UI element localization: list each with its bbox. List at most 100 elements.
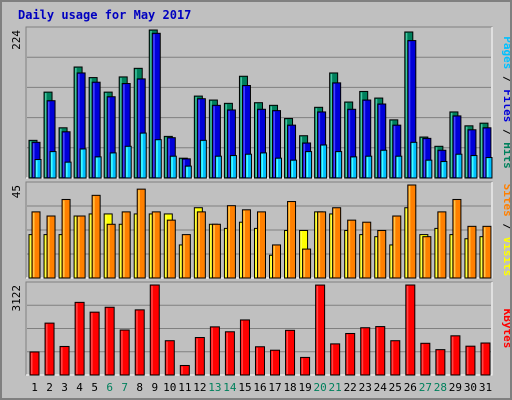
bar-kbytes-day-8 (134, 309, 145, 376)
bar-sites-day-10 (166, 219, 176, 279)
bar-pages-day-21 (335, 151, 343, 179)
bar-pages-day-16 (259, 152, 267, 179)
x-tick-label-day-9: 9 (151, 381, 158, 394)
y-max-label-bottom: 3122 (10, 285, 23, 312)
legend-entry: Hits (501, 142, 510, 169)
bar-pages-day-9-highlight (156, 140, 158, 177)
bar-files-day-26-highlight (408, 41, 411, 178)
bar-visits-day-26-highlight (405, 208, 408, 277)
x-tick-label-day-19: 19 (298, 381, 311, 394)
bar-hits-day-18-highlight (285, 119, 288, 177)
bar-sites-day-28 (437, 211, 447, 279)
bar-files-day-19-highlight (303, 143, 306, 177)
bar-files-day-21-highlight (333, 83, 336, 177)
bar-pages-day-22-highlight (351, 157, 354, 177)
bar-kbytes-day-4-highlight (76, 303, 78, 374)
bar-visits-day-14-highlight (225, 229, 227, 277)
bar-files-day-25-highlight (393, 126, 396, 177)
bar-visits-day-6-highlight (105, 214, 107, 277)
bar-sites-day-26 (407, 184, 417, 279)
bar-files-day-2-highlight (48, 101, 50, 177)
bar-visits-day-10-highlight (165, 214, 167, 277)
bar-kbytes-day-5 (89, 311, 100, 376)
bar-visits-day-18-highlight (285, 231, 288, 277)
bar-sites-day-11-highlight (183, 235, 185, 277)
bar-visits-day-9-highlight (150, 214, 152, 277)
x-tick-label-day-12: 12 (193, 381, 206, 394)
legend-entry: Files (501, 89, 510, 122)
bar-kbytes-day-10 (164, 340, 175, 376)
bar-kbytes-day-16-highlight (256, 347, 258, 374)
x-tick-label-day-16: 16 (253, 381, 266, 394)
bar-sites-day-3 (61, 198, 71, 279)
bar-sites-day-29 (452, 198, 462, 279)
x-tick-label-day-22: 22 (344, 381, 357, 394)
bar-pages-day-20 (320, 144, 328, 179)
x-tick-label-day-10: 10 (163, 381, 176, 394)
bar-files-day-18-highlight (288, 126, 291, 177)
bar-pages-day-3-highlight (66, 163, 68, 177)
bar-sites-day-3-highlight (63, 200, 65, 277)
bar-pages-day-31-highlight (486, 158, 489, 177)
bar-sites-day-17 (272, 244, 282, 279)
bar-sites-day-30-highlight (468, 227, 471, 277)
bar-sites-day-18 (287, 201, 297, 279)
bar-pages-day-24-highlight (381, 151, 384, 177)
bar-kbytes-day-15-highlight (241, 320, 243, 374)
bar-pages-day-7 (124, 145, 132, 179)
bar-hits-day-28-highlight (435, 147, 438, 177)
bar-files-day-16-highlight (258, 110, 260, 177)
bar-kbytes-day-17 (270, 349, 281, 376)
bar-pages-day-1-highlight (36, 160, 38, 177)
bar-kbytes-day-7-highlight (121, 331, 123, 374)
bar-pages-day-17 (275, 157, 283, 179)
bar-hits-day-22-highlight (345, 103, 348, 177)
y-max-label-middle: 45 (10, 185, 23, 198)
bar-visits-day-3-highlight (60, 235, 62, 277)
bar-files-day-20-highlight (318, 112, 321, 177)
bar-kbytes-day-20-highlight (316, 286, 319, 374)
bar-pages-day-6 (109, 152, 117, 179)
bar-kbytes-day-28-highlight (436, 350, 439, 374)
x-tick-label-day-23: 23 (359, 381, 372, 394)
x-tick-label-day-14: 14 (223, 381, 237, 394)
x-tick-label-day-15: 15 (238, 381, 251, 394)
bar-pages-day-26-highlight (411, 143, 414, 177)
bar-visits-day-11-highlight (180, 245, 182, 277)
bar-sites-day-19 (302, 248, 312, 279)
bar-files-day-11-highlight (183, 159, 185, 177)
bar-pages-day-1 (34, 159, 42, 179)
bar-visits-day-29-highlight (450, 235, 453, 277)
bar-kbytes-day-26-highlight (406, 286, 409, 374)
bar-pages-day-25-highlight (396, 157, 399, 177)
bar-visits-day-25-highlight (390, 245, 393, 277)
bar-hits-day-24-highlight (375, 99, 378, 177)
bar-pages-day-26 (410, 141, 418, 179)
bar-kbytes-day-18 (285, 329, 296, 376)
panel-bottom: 3122 KBytes (10, 281, 510, 376)
bar-pages-day-5-highlight (96, 157, 98, 177)
bar-visits-day-13-highlight (210, 225, 212, 277)
bar-sites-day-7-highlight (123, 212, 125, 277)
bar-kbytes-day-13-highlight (211, 327, 213, 374)
bar-kbytes-day-27 (420, 342, 431, 376)
bar-sites-day-18-highlight (288, 202, 291, 277)
legend-entry: Sites (501, 184, 510, 217)
bar-visits-day-4-highlight (75, 217, 77, 277)
bar-hits-day-14-highlight (225, 104, 227, 177)
bar-kbytes-day-15 (239, 319, 250, 376)
bar-pages-day-13-highlight (216, 157, 218, 177)
bar-files-day-15-highlight (243, 86, 245, 177)
bar-kbytes-day-23-highlight (361, 328, 364, 374)
bar-pages-day-9 (154, 139, 162, 179)
bar-sites-day-13-highlight (213, 225, 215, 277)
bar-hits-day-6-highlight (105, 93, 107, 177)
bar-kbytes-day-9-highlight (151, 286, 153, 374)
bar-sites-day-10-highlight (168, 221, 170, 277)
bar-sites-day-4-highlight (78, 217, 80, 277)
bar-kbytes-day-24 (375, 326, 386, 376)
bar-sites-day-11 (181, 234, 191, 279)
bar-kbytes-day-25 (390, 340, 401, 376)
bar-pages-day-28 (440, 160, 448, 179)
